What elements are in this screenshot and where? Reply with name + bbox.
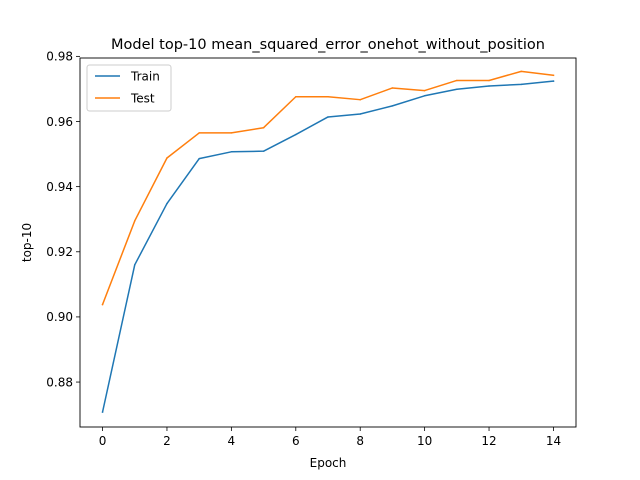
data-point-test: [134, 220, 136, 222]
data-point-test: [552, 74, 555, 77]
data-point-train: [166, 202, 168, 205]
y-tick-label: 0.98: [46, 50, 73, 64]
data-point-test: [166, 157, 168, 159]
x-axis-label: Epoch: [310, 456, 347, 470]
data-point-train: [552, 80, 555, 82]
data-point-train: [101, 411, 104, 413]
legend-label-train: Train: [130, 69, 160, 83]
data-point-train: [391, 105, 394, 107]
x-tick-label: 2: [163, 434, 171, 448]
plot-lines: [101, 70, 555, 413]
data-point-test: [230, 132, 233, 134]
data-point-test: [520, 70, 522, 73]
y-axis-ticks: 0.88 0.90 0.92 0.94 0.96 0.98: [46, 50, 80, 389]
data-point-test: [391, 87, 394, 89]
x-tick-label: 10: [417, 434, 432, 448]
y-tick-label: 0.96: [46, 115, 73, 129]
legend: Train Test: [86, 64, 172, 112]
data-point-test: [262, 126, 265, 129]
data-point-train: [327, 116, 329, 118]
x-tick-label: 6: [292, 434, 300, 448]
data-point-train: [295, 133, 297, 136]
data-point-train: [262, 150, 265, 152]
data-point-test: [101, 303, 104, 306]
x-tick-label: 8: [356, 434, 364, 448]
data-point-train: [134, 264, 136, 266]
data-point-train: [230, 151, 233, 153]
y-tick-label: 0.88: [46, 375, 73, 389]
data-point-test: [359, 98, 361, 101]
data-point-test: [327, 96, 329, 98]
data-point-train: [520, 83, 522, 86]
data-point-train: [456, 88, 458, 91]
x-tick-label: 14: [546, 434, 561, 448]
data-point-test: [488, 79, 490, 82]
data-point-test: [295, 96, 297, 98]
data-point-train: [423, 95, 426, 97]
y-tick-label: 0.92: [46, 245, 73, 259]
data-point-test: [423, 89, 426, 92]
plot-frame: [79, 57, 577, 428]
x-tick-label: 0: [99, 434, 107, 448]
legend-label-test: Test: [130, 91, 155, 105]
data-point-test: [456, 79, 458, 82]
x-tick-label: 4: [228, 434, 236, 448]
chart-title: Model top-10 mean_squared_error_onehot_w…: [111, 37, 545, 53]
x-axis-ticks: 0 2 4 6 8 10 12 14: [99, 427, 561, 448]
data-point-test: [198, 132, 200, 134]
y-tick-label: 0.90: [46, 310, 73, 324]
y-axis-label: top-10: [20, 223, 34, 262]
data-point-train: [198, 157, 200, 160]
y-tick-label: 0.94: [46, 180, 73, 194]
data-point-train: [359, 113, 361, 115]
x-tick-label: 12: [481, 434, 496, 448]
data-point-train: [488, 85, 490, 87]
